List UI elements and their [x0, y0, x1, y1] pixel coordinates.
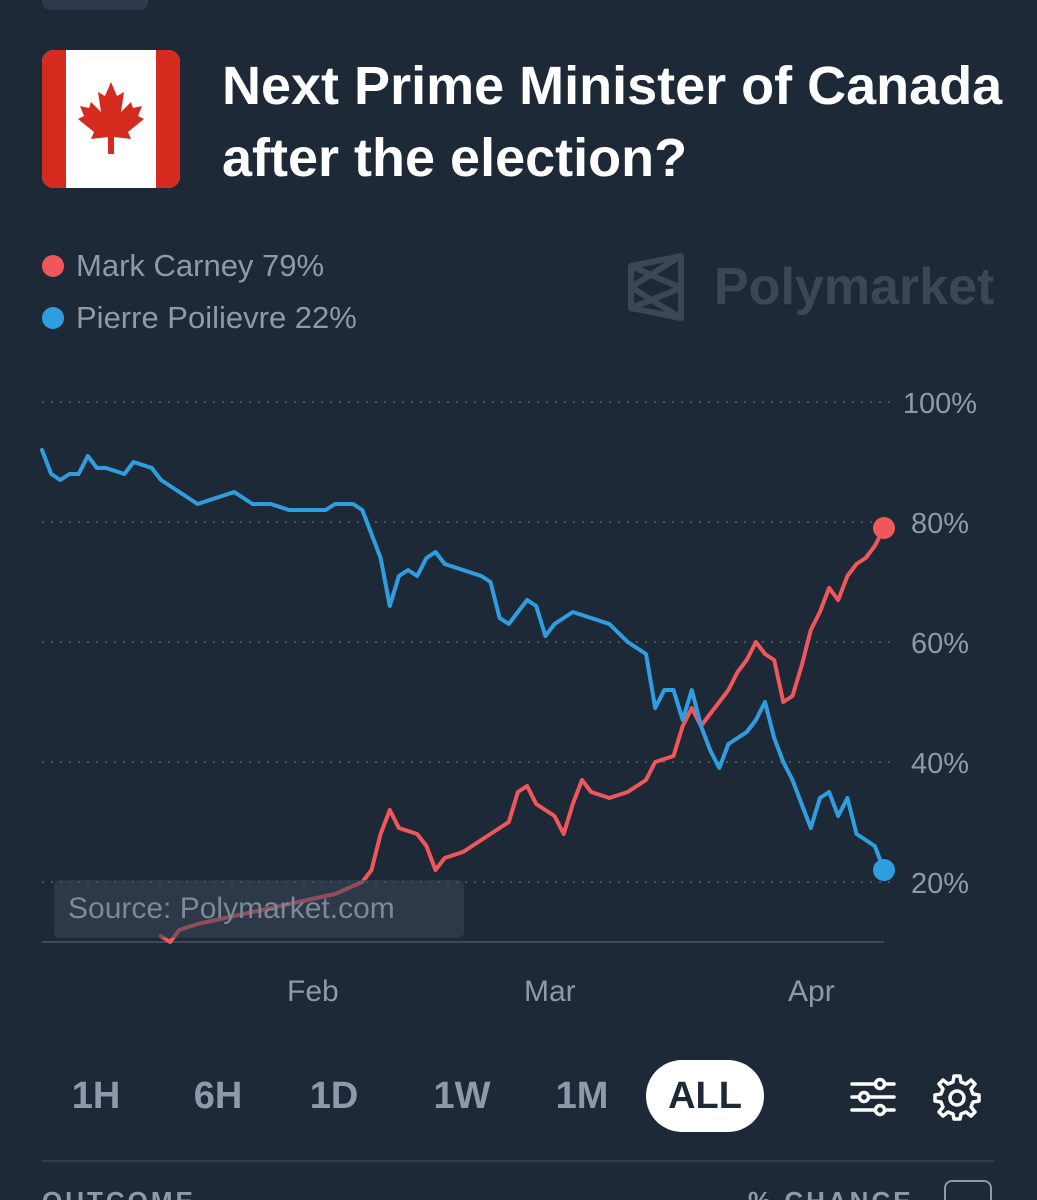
- y-tick-label: 80%: [911, 508, 969, 540]
- y-tick-label: 60%: [911, 628, 969, 660]
- outcome-header: OUTCOME: [42, 1186, 196, 1200]
- series-line-poilievre: [40, 448, 886, 872]
- time-range-selector: 1H 6H 1D 1W 1M ALL: [42, 1060, 764, 1132]
- chance-header: % CHANCE: [748, 1186, 914, 1200]
- chart-legend: Mark Carney 79% Pierre Poilievre 22%: [42, 240, 357, 344]
- top-tab[interactable]: [42, 0, 148, 10]
- series-endpoint-carney: [873, 517, 895, 539]
- y-tick-label: 40%: [911, 748, 969, 780]
- range-button-1h[interactable]: 1H: [71, 1075, 121, 1117]
- legend-item-carney: Mark Carney 79%: [42, 240, 357, 292]
- range-button-all[interactable]: ALL: [646, 1060, 764, 1132]
- canada-flag-icon: [42, 50, 180, 188]
- sliders-icon[interactable]: [848, 1072, 898, 1122]
- polymarket-logo-icon: [628, 253, 684, 321]
- legend-dot-carney: [42, 255, 64, 277]
- series-endpoint-poilievre: [873, 859, 895, 881]
- legend-dot-poilievre: [42, 307, 64, 329]
- y-tick-label: 20%: [911, 868, 969, 900]
- legend-label-carney: Mark Carney 79%: [76, 248, 325, 283]
- polymarket-watermark: Polymarket: [626, 252, 994, 322]
- polymarket-wordmark: Polymarket: [714, 258, 995, 316]
- section-divider: [42, 1160, 995, 1162]
- legend-label-poilievre: Pierre Poilievre 22%: [76, 300, 357, 335]
- series-line-carney: [159, 526, 886, 944]
- y-tick-label: 100%: [903, 388, 977, 420]
- x-tick-label-feb: Feb: [287, 975, 339, 1008]
- market-title: Next Prime Minister of Canada after the …: [222, 56, 1003, 188]
- source-label: Source: Polymarket.com: [54, 880, 464, 938]
- price-chart[interactable]: 100% 80% 60% 40% 20%: [0, 370, 1037, 970]
- x-tick-label-apr: Apr: [788, 975, 835, 1008]
- range-button-1w[interactable]: 1W: [433, 1075, 491, 1117]
- x-tick-label-mar: Mar: [524, 975, 576, 1008]
- range-button-1d[interactable]: 1D: [309, 1075, 359, 1117]
- range-button-1m[interactable]: 1M: [555, 1075, 609, 1117]
- legend-item-poilievre: Pierre Poilievre 22%: [42, 292, 357, 344]
- gear-icon[interactable]: [932, 1072, 982, 1122]
- refresh-button[interactable]: [944, 1180, 992, 1200]
- range-button-6h[interactable]: 6H: [193, 1075, 243, 1117]
